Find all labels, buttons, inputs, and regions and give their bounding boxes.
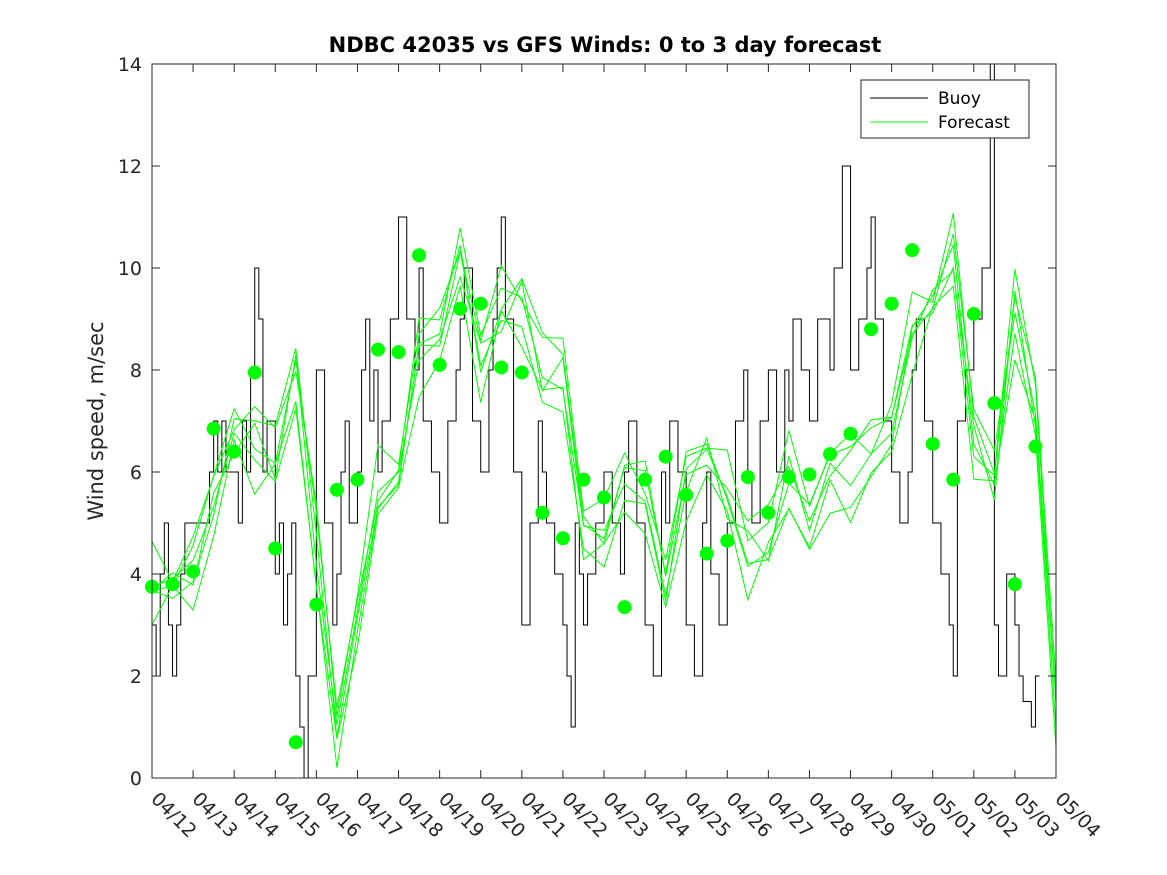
series-line-forecast [151, 285, 1057, 739]
forecast-marker [699, 546, 714, 561]
forecast-marker [453, 301, 468, 316]
y-axis-label: Wind speed, m/sec [84, 321, 108, 520]
forecast-marker [658, 449, 673, 464]
forecast-marker [781, 470, 796, 485]
forecast-marker [227, 444, 242, 459]
forecast-marker [905, 243, 920, 258]
forecast-marker [843, 426, 858, 441]
forecast-marker [268, 541, 283, 556]
x-tick-label: 04/19 [434, 788, 488, 842]
forecast-marker [823, 447, 837, 462]
forecast-marker [864, 322, 879, 337]
forecast-marker [740, 470, 755, 485]
forecast-marker [329, 482, 344, 497]
forecast-marker [350, 472, 365, 487]
forecast-marker [391, 345, 406, 360]
forecast-marker [309, 597, 324, 612]
forecast-marker [761, 505, 776, 520]
x-tick-label: 04/12 [146, 788, 200, 842]
y-tick-label: 10 [118, 258, 142, 280]
forecast-marker [617, 600, 632, 615]
forecast-marker [597, 490, 611, 505]
forecast-marker [412, 248, 427, 263]
forecast-marker [987, 396, 1002, 411]
y-tick-label: 8 [130, 360, 142, 382]
forecast-marker [432, 357, 447, 372]
x-tick-label: 04/17 [352, 788, 406, 842]
x-tick-label: 04/16 [311, 788, 365, 842]
x-tick-label: 05/03 [1009, 788, 1063, 842]
y-tick-label: 6 [130, 462, 142, 484]
x-tick-label: 05/04 [1050, 788, 1104, 842]
y-tick-label: 14 [118, 54, 142, 76]
x-tick-label: 04/18 [393, 788, 447, 842]
forecast-marker [720, 533, 735, 548]
forecast-marker [638, 472, 653, 487]
forecast-marker [165, 577, 180, 592]
forecast-marker [473, 296, 488, 311]
series-line-forecast [151, 227, 1057, 738]
forecast-marker [371, 342, 385, 357]
x-tick-label: 04/21 [516, 788, 570, 842]
forecast-marker [247, 365, 262, 380]
x-tick-label: 04/13 [188, 788, 242, 842]
x-tick-label: 04/28 [804, 788, 858, 842]
x-tick-label: 04/15 [270, 788, 324, 842]
x-tick-label: 05/01 [927, 788, 981, 842]
x-tick-label: 04/29 [845, 788, 899, 842]
forecast-marker [494, 360, 509, 375]
x-tick-label: 04/26 [722, 788, 776, 842]
forecast-marker [514, 365, 529, 380]
chart-title: NDBC 42035 vs GFS Winds: 0 to 3 day fore… [329, 33, 882, 57]
x-tick-label: 04/25 [681, 788, 735, 842]
legend-label-buoy: Buoy [938, 89, 981, 109]
y-tick-label: 0 [130, 768, 142, 790]
x-tick-label: 04/27 [763, 788, 817, 842]
forecast-marker [679, 487, 694, 502]
marker-layer [145, 243, 1043, 750]
forecast-marker [946, 472, 961, 487]
x-tick-label: 04/24 [640, 788, 694, 842]
forecast-marker [884, 296, 899, 311]
forecast-marker [186, 564, 201, 579]
x-tick-label: 04/23 [598, 788, 652, 842]
forecast-marker [925, 436, 940, 451]
series-line-forecast [151, 269, 1057, 726]
legend-box [860, 79, 1030, 139]
forecast-marker [1028, 439, 1043, 454]
forecast-marker [966, 306, 981, 321]
legend-label-forecast: Forecast [938, 113, 1010, 133]
forecast-marker [535, 505, 550, 520]
legend: Buoy Forecast [860, 79, 1030, 139]
plot-area [152, 64, 1056, 778]
x-tick-label: 04/14 [229, 788, 283, 842]
x-tick-label: 04/20 [475, 788, 529, 842]
y-tick-label: 4 [130, 564, 142, 586]
x-tick-label: 05/02 [968, 788, 1022, 842]
y-axis: 0 2 4 6 8 10 12 14 [118, 54, 1056, 790]
series-line-buoy [152, 63, 1040, 779]
forecast-marker [802, 467, 817, 482]
forecast-marker [555, 531, 570, 546]
y-tick-label: 12 [118, 156, 142, 178]
x-tick-label: 04/30 [886, 788, 940, 842]
forecast-marker [576, 472, 591, 487]
y-tick-label: 2 [130, 666, 142, 688]
forecast-marker [1007, 577, 1022, 592]
forecast-marker [288, 735, 303, 750]
forecast-marker [206, 421, 221, 436]
x-tick-label: 04/22 [557, 788, 611, 842]
